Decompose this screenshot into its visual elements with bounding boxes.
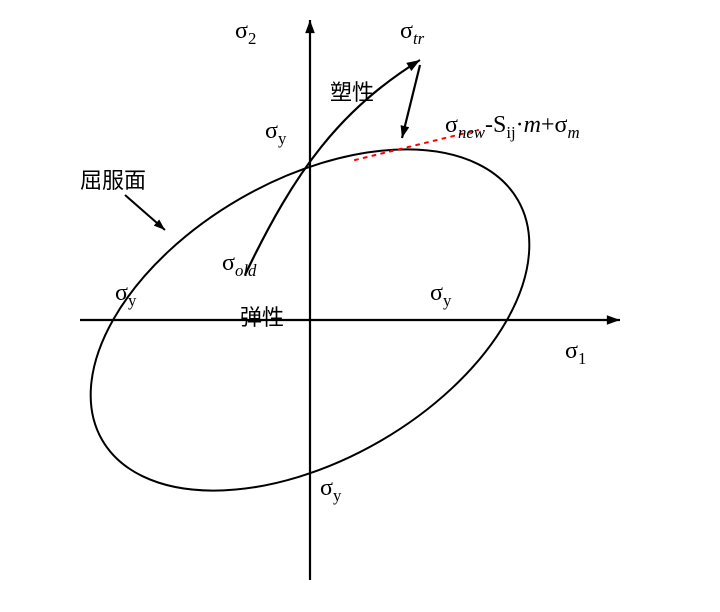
label-plastic: 塑性	[330, 75, 374, 107]
label-sigma_y_right: σy	[430, 280, 451, 311]
label-sigma_tr: σtr	[400, 18, 424, 49]
label-sigma1_axis: σ1	[565, 338, 586, 369]
label-yield_surface: 屈服面	[80, 163, 146, 195]
label-sigma_old: σold	[222, 250, 256, 281]
label-sigma_y_left: σy	[115, 280, 136, 311]
label-sigma_y_top: σy	[265, 118, 286, 149]
label-sigma_y_bottom: σy	[320, 475, 341, 506]
label-sigma_new_eq: σnew-Sij·m+σm	[445, 112, 580, 143]
label-sigma2_axis: σ2	[235, 18, 256, 49]
label-elastic: 弹性	[240, 300, 284, 332]
